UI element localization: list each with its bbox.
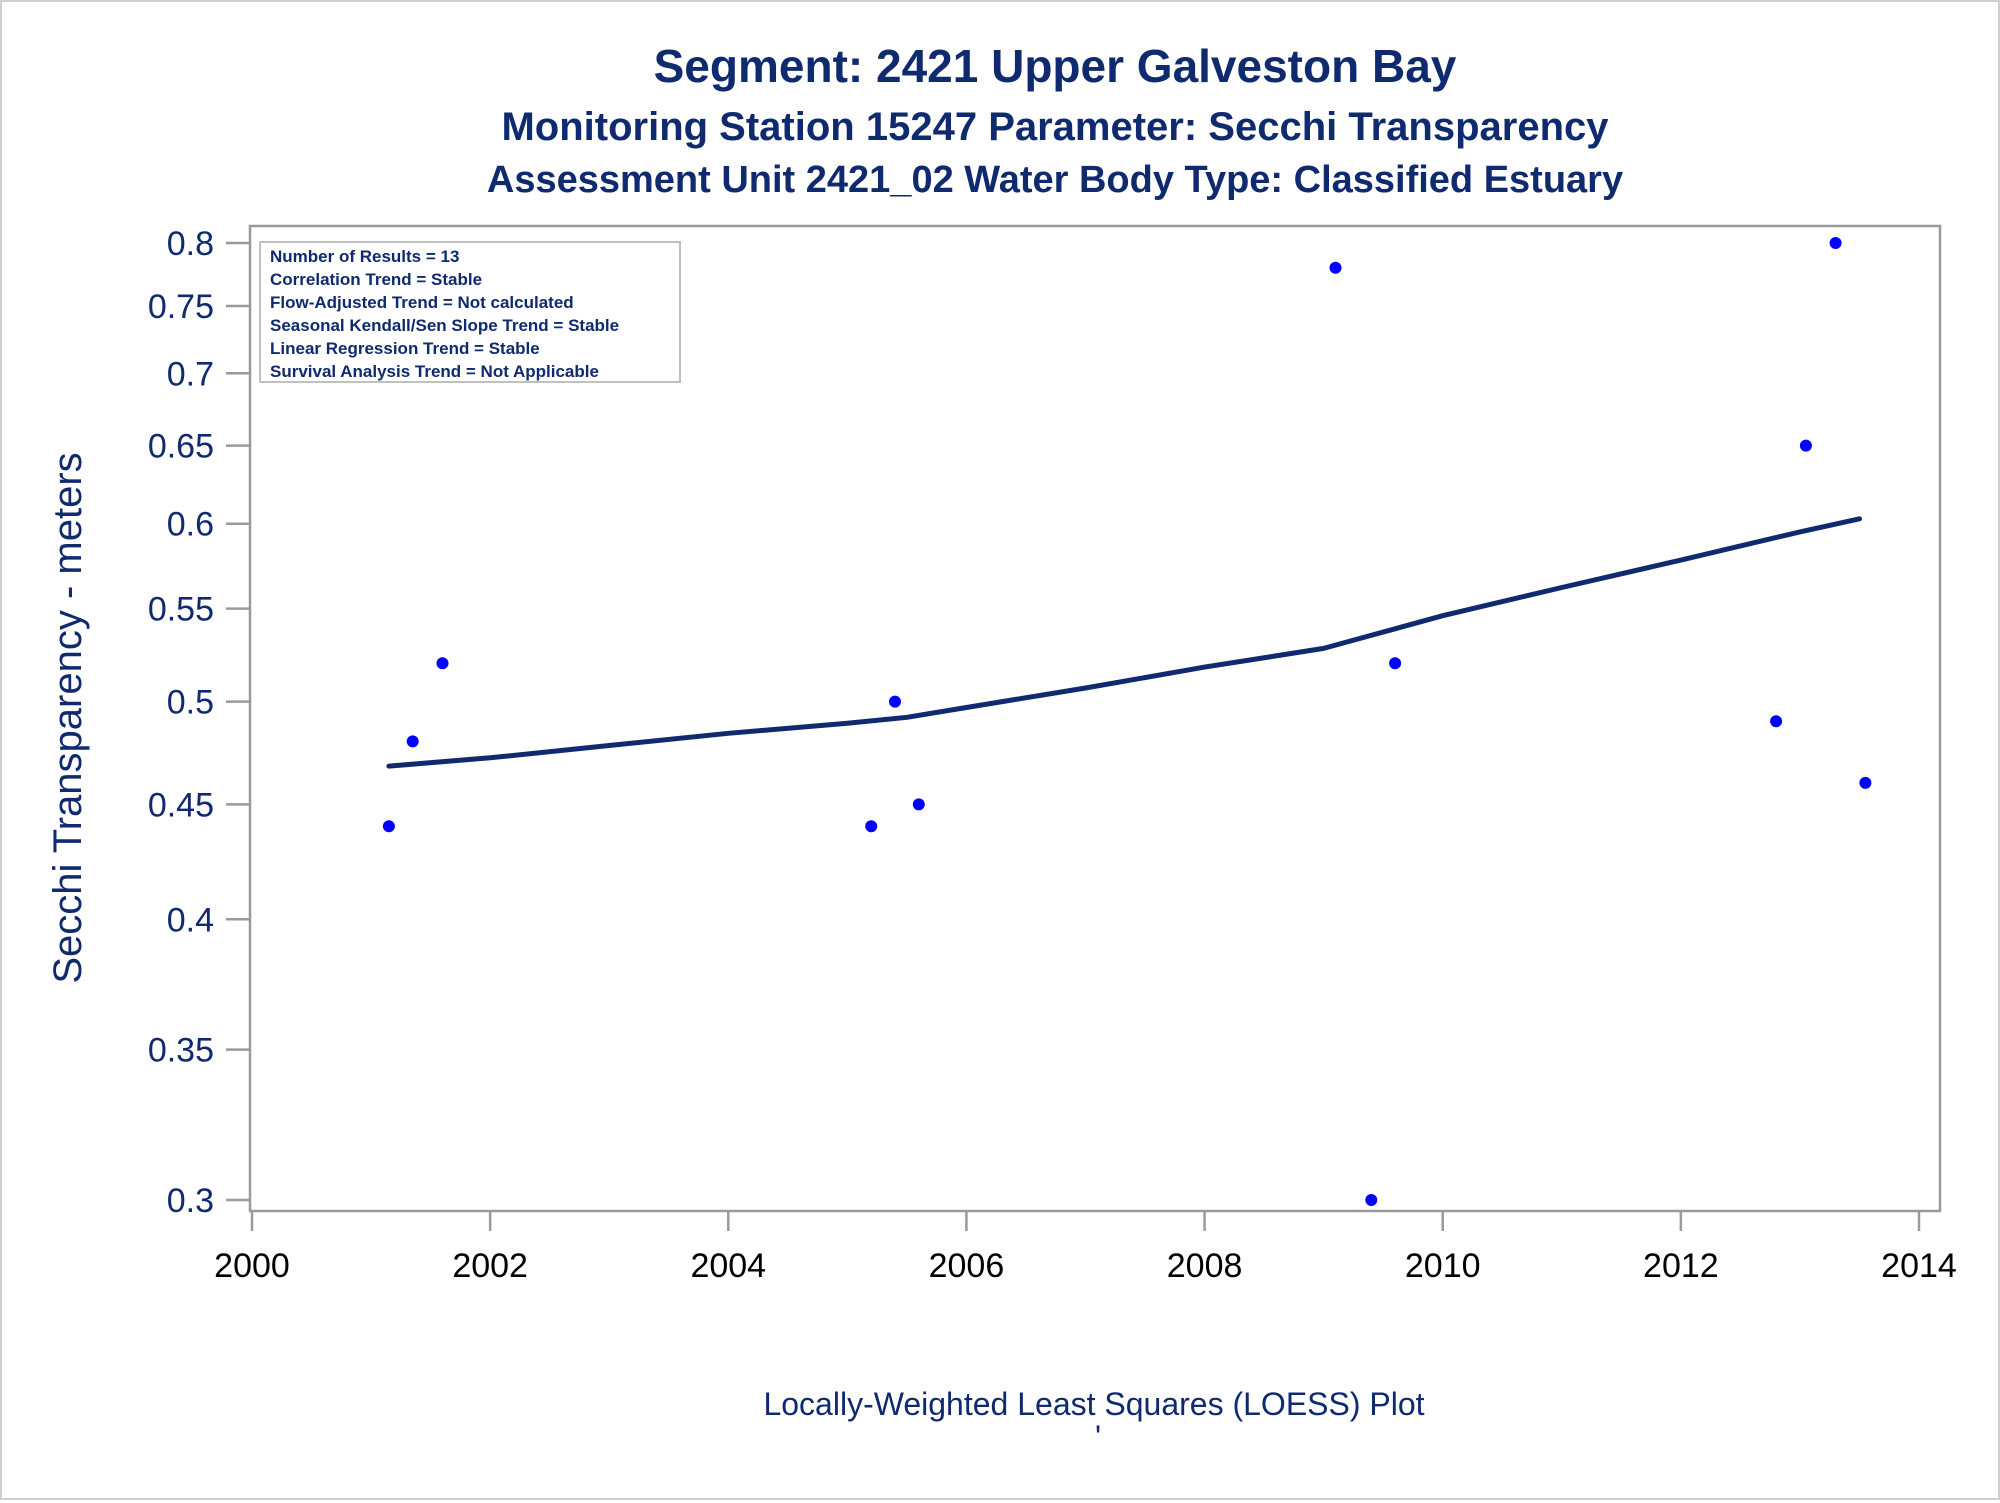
stat-number-of-results: Number of Results = 13 [270,247,459,266]
stat-flow-adjusted-trend: Flow-Adjusted Trend = Not calculated [270,293,574,312]
data-points-layer [382,237,1872,1206]
chart-title: Segment: 2421 Upper Galveston Bay [654,40,1457,92]
data-point [889,695,901,708]
y-tick-label: 0.65 [148,428,214,466]
y-tick-label: 0.75 [148,288,214,326]
y-tick-label: 0.3 [167,1182,214,1220]
data-point [1770,715,1783,728]
x-tick-label: 2006 [929,1247,1005,1285]
y-tick-label: 0.5 [167,684,214,722]
y-tick-label: 0.6 [167,506,214,544]
loess-trend-layer [386,516,1862,769]
data-point [1859,776,1872,789]
plot-area-border [248,224,1942,1213]
x-axis: 2000 2002 2004 2006 2008 2010 2012 2014 [214,1211,1957,1285]
x-tick-label: 2012 [1643,1247,1719,1285]
data-point [382,820,395,833]
plot-method-footnote: Locally-Weighted Least Squares (LOESS) P… [763,1386,1424,1422]
stat-linear-regression-trend: Linear Regression Trend = Stable [270,339,540,358]
y-tick-label: 0.8 [167,225,214,263]
stat-correlation-trend: Correlation Trend = Stable [270,270,482,289]
footnote-mark: ' [1095,1419,1101,1455]
data-point [1829,237,1842,249]
trend-stats-box-border [259,241,681,383]
trend-stats-box: Number of Results = 13 Correlation Trend… [259,241,681,383]
data-point [1799,439,1812,452]
x-tick-label: 2002 [452,1247,528,1285]
data-point [865,820,878,833]
data-point [406,735,419,748]
x-tick-label: 2000 [214,1247,290,1285]
loess-trend-line [386,516,1862,769]
x-tick-label: 2008 [1167,1247,1243,1285]
y-tick-label: 0.45 [148,786,214,824]
data-point [1329,261,1342,274]
data-point [436,657,449,670]
data-point [912,798,925,811]
chart-subtitle-assessment: Assessment Unit 2421_02 Water Body Type:… [487,159,1623,201]
data-point [1365,1194,1378,1206]
y-tick-label: 0.4 [167,901,214,939]
data-point [1389,657,1402,670]
x-tick-label: 2010 [1405,1247,1481,1285]
x-tick-label: 2004 [690,1247,766,1285]
y-tick-label: 0.35 [148,1032,214,1070]
y-tick-label: 0.7 [167,355,214,393]
stat-survival-analysis-trend: Survival Analysis Trend = Not Applicable [270,362,599,381]
y-tick-label: 0.55 [148,591,214,629]
y-axis-label: Secchi Transparency - meters [46,452,90,983]
chart-subtitle-station: Monitoring Station 15247 Parameter: Secc… [501,105,1609,149]
stat-seasonal-kendall-trend: Seasonal Kendall/Sen Slope Trend = Stabl… [270,316,619,335]
y-axis: 0.3 0.35 0.4 0.45 0.5 0.55 0.6 0.65 0.7 0.75 0.8 [148,225,250,1220]
x-tick-label: 2014 [1881,1247,1957,1285]
